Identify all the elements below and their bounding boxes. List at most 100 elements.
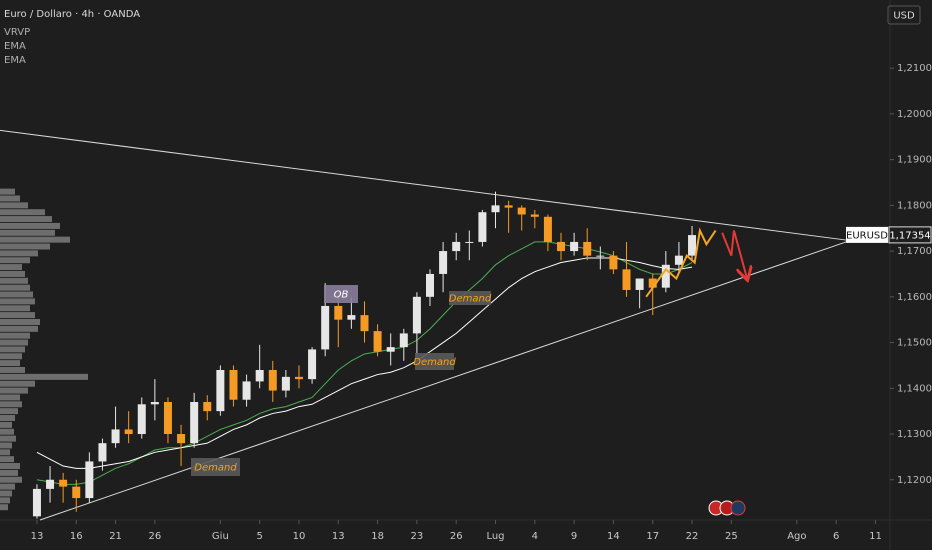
x-tick-label: Giu [212, 531, 229, 542]
y-tick-label: 1,17000 [897, 246, 932, 257]
candle-body [452, 241, 461, 252]
y-tick-label: 1,19000 [897, 155, 932, 166]
x-tick-label: 17 [646, 531, 659, 542]
candle-body [517, 207, 526, 215]
projection [645, 227, 717, 298]
candle-body [268, 369, 277, 391]
indicator-label: EMA [4, 41, 26, 52]
volume-profile-bar [0, 243, 50, 250]
volume-profile-bar [0, 456, 14, 463]
annotation-box [191, 458, 240, 476]
candle-body [688, 235, 697, 256]
candle-body [150, 402, 159, 405]
candle-body [334, 305, 343, 320]
volume-profile-bar [0, 401, 22, 408]
volume-profile-bar [0, 360, 20, 367]
candle-body [124, 429, 133, 435]
x-tick-label: 13 [31, 531, 44, 542]
y-tick-label: 1,12000 [897, 475, 932, 486]
annotation-box [449, 291, 491, 305]
volume-profile-bar [0, 415, 15, 422]
candle-body [596, 255, 605, 257]
y-tick-label: 1,20000 [897, 109, 932, 120]
x-tick-label: Lug [486, 531, 504, 542]
y-tick-label: 1,18000 [897, 200, 932, 211]
volume-profile-bar [0, 188, 15, 195]
volume-profile-bar [0, 202, 28, 209]
volume-profile-bar [0, 222, 60, 229]
x-tick-label: 23 [411, 531, 424, 542]
candle-body [674, 255, 683, 265]
annotation-box [324, 285, 358, 303]
y-tick-label: 1,15000 [897, 338, 932, 349]
ema-line [36, 257, 693, 469]
x-tick-label: 22 [686, 531, 699, 542]
x-tick-label: 6 [833, 531, 839, 542]
volume-profile-bar [0, 497, 10, 504]
candle-body [661, 264, 670, 288]
candle-body [216, 369, 225, 412]
annotation-label: Demand [413, 357, 456, 368]
x-tick-label: 9 [571, 531, 577, 542]
annotation-label: Demand [194, 463, 237, 474]
volume-profile-bar [0, 264, 22, 271]
candle-body [570, 241, 579, 252]
annotation-box [415, 353, 454, 370]
y-tick-label: 1,14000 [897, 383, 932, 394]
indicator-label: EMA [4, 55, 26, 66]
volume-profile-bar [0, 236, 70, 243]
volume-profile-bar [0, 408, 18, 415]
candle-body [557, 241, 566, 252]
candle-body [347, 315, 356, 320]
x-tick-label: Ago [787, 531, 806, 542]
candle-body [137, 404, 146, 435]
currency[interactable]: USD [893, 11, 915, 22]
candle-body [32, 488, 41, 517]
volume-profile-bar [0, 312, 35, 319]
indicator-label: VRVP [4, 27, 30, 38]
volume-profile-bar [0, 346, 25, 353]
x-tick-label: 16 [70, 531, 83, 542]
symbol-tag-label: EURUSD [846, 230, 888, 241]
volume-profile-bar [0, 209, 45, 216]
y-tick-label: 1,21000 [897, 63, 932, 74]
x-tick-label: 4 [532, 531, 538, 542]
x-tick-label: 26 [450, 531, 463, 542]
candle-body [281, 376, 290, 391]
candle-body [530, 214, 539, 217]
candle-body [163, 402, 172, 435]
volume-profile-bar [0, 305, 30, 312]
event-icons[interactable] [708, 500, 746, 516]
plot [0, 129, 851, 521]
x-tick-label: 21 [109, 531, 122, 542]
trendline [39, 240, 851, 521]
price-tag-label: 1,17354 [889, 230, 930, 241]
x-tick-label: 14 [607, 531, 620, 542]
volume-profile-bar [0, 476, 22, 483]
candle-body [177, 434, 186, 444]
candle-body [294, 376, 303, 380]
candle-body [308, 349, 317, 380]
volume-profile-bar [0, 250, 38, 257]
y-tick-label: 1,13000 [897, 429, 932, 440]
candle-body [491, 205, 500, 213]
candle-body [111, 429, 120, 444]
volume-profile-bar [0, 277, 28, 284]
volume-profile-bar [0, 394, 20, 401]
volume-profile-bar [0, 325, 38, 332]
candle-body [648, 278, 657, 288]
volume-profile-bar [0, 216, 52, 223]
candle-body [46, 479, 55, 489]
candle-body [190, 402, 199, 444]
x-tick-label: 5 [256, 531, 262, 542]
candle-body [85, 461, 94, 499]
volume-profile-bar [0, 463, 20, 470]
volume-profile-bar [0, 257, 30, 264]
candle-body [59, 479, 68, 487]
candle-body [478, 212, 487, 242]
currency-box[interactable] [887, 5, 921, 25]
candle-body [386, 347, 395, 352]
volume-profile-bar [0, 435, 16, 442]
x-tick-label: 26 [148, 531, 161, 542]
annotation-label: OB [334, 290, 349, 301]
